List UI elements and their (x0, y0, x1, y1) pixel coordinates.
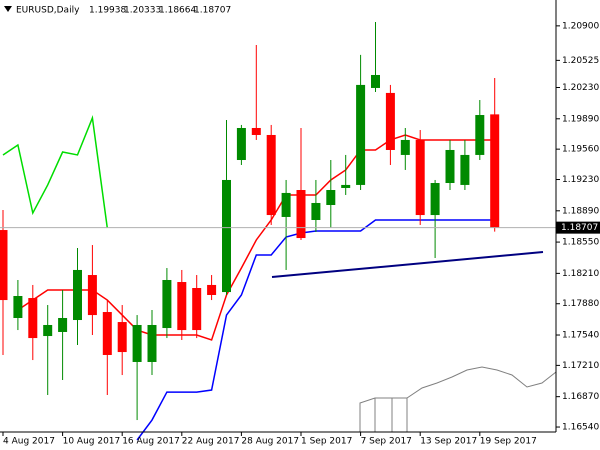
y-tick-label: 1.18890 (562, 206, 599, 216)
y-tick-label: 1.18210 (562, 269, 599, 279)
y-tick-label: 1.19560 (562, 145, 599, 155)
candle-body (43, 324, 53, 337)
candle-body (222, 179, 231, 293)
indicator-line (2, 115, 109, 229)
close-value: 1.18707 (194, 6, 231, 16)
y-tick-label: 1.20900 (562, 21, 599, 31)
trend-line (271, 251, 544, 278)
candle-body (28, 298, 38, 339)
candle-body (385, 92, 395, 150)
y-tick-label: 1.19890 (562, 114, 599, 124)
candle-body (192, 288, 202, 331)
candle-body (326, 190, 336, 206)
candle-body (207, 284, 217, 295)
y-tick-label: 1.16870 (562, 392, 599, 402)
candle-body (430, 183, 440, 216)
low-value: 1.18664 (159, 6, 196, 16)
menu-triangle[interactable] (4, 6, 12, 12)
candle-body (132, 324, 142, 362)
candle-body (266, 134, 276, 216)
x-tick-label: 10 Aug 2017 (63, 437, 121, 447)
candle-body (296, 190, 306, 239)
candle-body (251, 127, 261, 135)
current-price-box (556, 221, 600, 234)
y-tick-label: 1.17540 (562, 331, 599, 341)
candle-body (13, 296, 23, 318)
candle-body (177, 282, 187, 331)
y-tick-label: 1.18550 (562, 238, 599, 248)
x-tick-label: 28 Aug 2017 (241, 437, 299, 447)
candle-body (311, 202, 321, 221)
x-tick-label: 16 Aug 2017 (122, 437, 180, 447)
y-tick-label: 1.20525 (562, 56, 599, 66)
candle-body (147, 324, 157, 362)
plot-area (0, 21, 556, 441)
cloud-edge (359, 366, 557, 432)
candle-body (460, 154, 470, 185)
x-tick-label: 19 Sep 2017 (480, 437, 537, 447)
candle-body (356, 84, 366, 185)
candle-body (87, 275, 97, 316)
x-tick-label: 22 Aug 2017 (182, 437, 240, 447)
candle-body (341, 184, 351, 188)
candle-body (371, 74, 380, 88)
candle-body (445, 149, 455, 184)
cloud (359, 366, 557, 432)
y-tick-label: 1.16540 (562, 423, 599, 433)
candle-body (58, 317, 68, 332)
x-tick-label: 4 Aug 2017 (3, 437, 55, 447)
y-tick-label: 1.17210 (562, 361, 599, 371)
candle-body (162, 279, 172, 329)
y-tick-label: 1.20230 (562, 83, 599, 93)
x-tick-label: 7 Sep 2017 (361, 437, 412, 447)
x-tick-label: 13 Sep 2017 (420, 437, 477, 447)
candle-body (117, 322, 127, 353)
x-tick-label: 1 Sep 2017 (301, 437, 352, 447)
candle-body (281, 192, 291, 217)
indicator-line (17, 134, 495, 341)
y-tick-label: 1.19230 (562, 175, 599, 185)
open-value: 1.19938 (89, 6, 126, 16)
current-price-label: 1.18707 (561, 223, 598, 233)
candle-body (415, 139, 425, 216)
candle-body (102, 312, 112, 355)
candle-body (0, 230, 8, 301)
candle-body (400, 139, 410, 155)
candle-body (73, 269, 82, 321)
high-value: 1.20333 (124, 6, 161, 16)
chart-title: EURUSD,Daily (16, 6, 80, 16)
candle-body (236, 127, 246, 161)
candle-body (475, 115, 485, 155)
y-tick-label: 1.17880 (562, 299, 599, 309)
candle-body (490, 114, 500, 228)
